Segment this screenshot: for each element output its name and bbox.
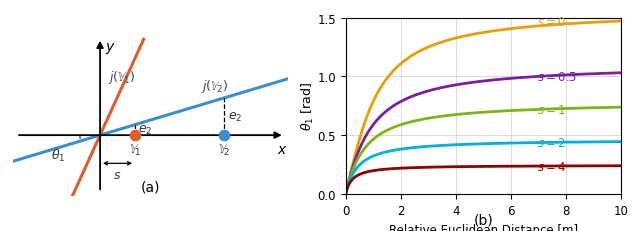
Text: $s = 4$: $s = 4$	[537, 160, 566, 173]
Point	[130, 134, 140, 137]
Text: $e_2$: $e_2$	[228, 110, 242, 124]
Text: $s$: $s$	[113, 168, 122, 181]
Text: $x$: $x$	[277, 142, 288, 156]
Text: $j(\mathbb{Y}_2)$: $j(\mathbb{Y}_2)$	[201, 77, 228, 94]
Text: $s = 0$: $s = 0$	[537, 16, 566, 29]
Text: $\mathbb{Y}_1$: $\mathbb{Y}_1$	[129, 142, 141, 157]
Text: $\mathbb{Y}_2$: $\mathbb{Y}_2$	[218, 142, 230, 157]
Text: $j(\mathbb{Y}_1)$: $j(\mathbb{Y}_1)$	[108, 69, 136, 85]
Point	[219, 134, 229, 137]
Text: $s = 2$: $s = 2$	[537, 137, 566, 149]
Text: $s = 1$: $s = 1$	[537, 104, 566, 117]
Text: (a): (a)	[141, 180, 160, 194]
Text: $e_2$: $e_2$	[138, 124, 152, 137]
X-axis label: Relative Euclidean Distance [m]: Relative Euclidean Distance [m]	[388, 222, 578, 231]
Y-axis label: $\theta_1$ [rad]: $\theta_1$ [rad]	[300, 82, 316, 131]
Text: $s = 0.5$: $s = 0.5$	[537, 71, 577, 84]
Text: $\theta_1$: $\theta_1$	[51, 148, 66, 164]
Text: (b): (b)	[474, 213, 493, 226]
Text: $y$: $y$	[105, 41, 115, 56]
